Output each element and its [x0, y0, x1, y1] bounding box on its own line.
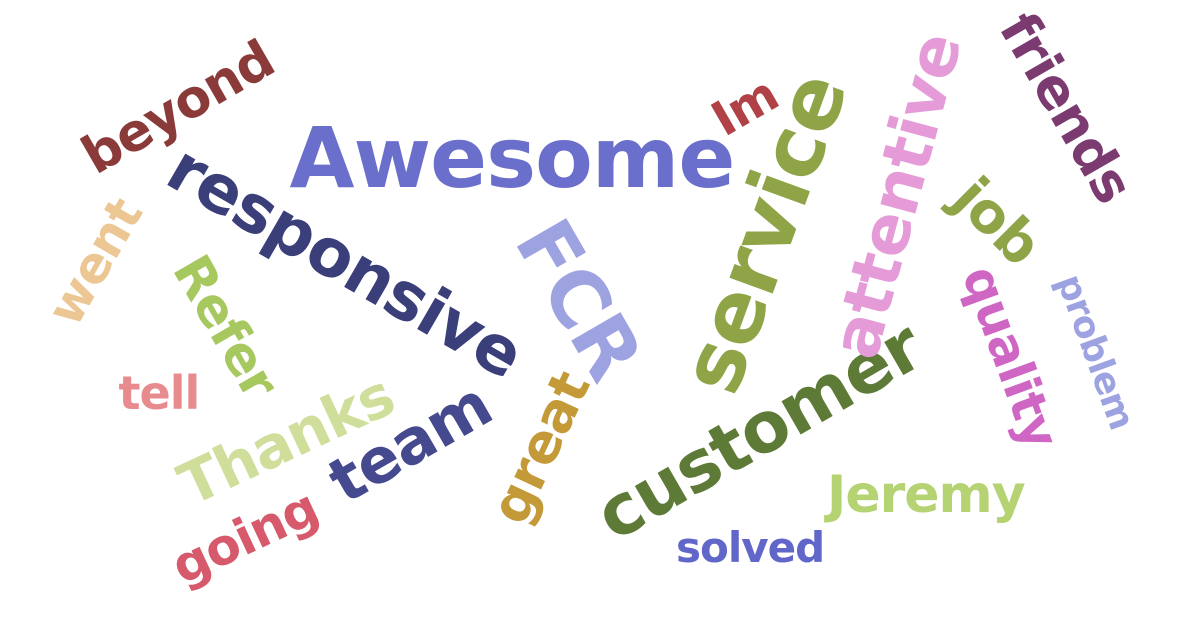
word-attentive: attentive — [816, 25, 977, 367]
word-awesome: Awesome — [289, 109, 736, 207]
word-problem: problem — [1047, 269, 1142, 435]
word-went: went — [35, 188, 154, 336]
word-tell: tell — [118, 366, 201, 420]
word-fcr: FCR — [496, 204, 659, 396]
word-friends: friends — [987, 2, 1146, 214]
word-jeremy: Jeremy — [827, 465, 1026, 525]
word-solved: solved — [676, 523, 825, 572]
word-quality: quality — [950, 258, 1070, 456]
word-job: job — [939, 165, 1053, 279]
